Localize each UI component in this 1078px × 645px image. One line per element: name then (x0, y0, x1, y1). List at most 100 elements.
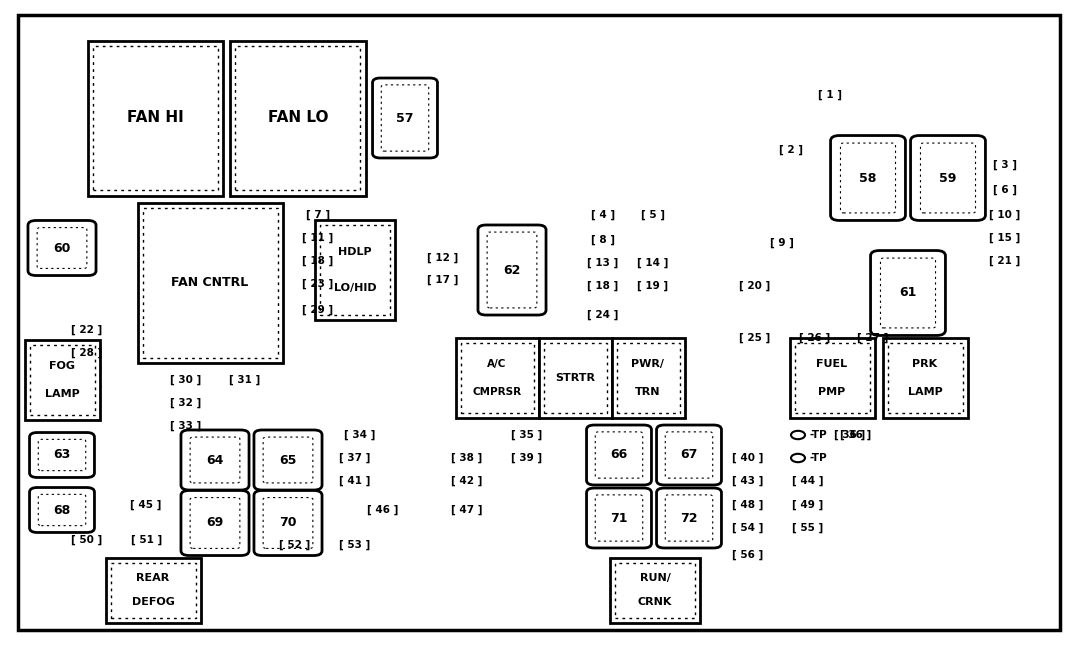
FancyBboxPatch shape (539, 338, 611, 418)
Text: 72: 72 (680, 511, 697, 524)
FancyBboxPatch shape (883, 338, 967, 418)
Text: [ 32 ]: [ 32 ] (170, 398, 202, 408)
FancyBboxPatch shape (25, 340, 99, 420)
FancyBboxPatch shape (657, 425, 721, 485)
Text: 65: 65 (279, 453, 296, 466)
Text: PWR/: PWR/ (632, 359, 664, 368)
FancyBboxPatch shape (460, 343, 534, 413)
FancyBboxPatch shape (911, 135, 985, 221)
FancyBboxPatch shape (617, 343, 679, 413)
FancyBboxPatch shape (478, 225, 547, 315)
Text: [ 6 ]: [ 6 ] (993, 185, 1017, 195)
Text: [ 49 ]: [ 49 ] (792, 500, 824, 510)
FancyBboxPatch shape (373, 78, 438, 158)
Text: [ 17 ]: [ 17 ] (427, 275, 458, 285)
Text: [ 18 ]: [ 18 ] (302, 256, 333, 266)
Text: [ 9 ]: [ 9 ] (770, 238, 793, 248)
Text: [ 37 ]: [ 37 ] (340, 453, 371, 463)
Text: [ 26 ]: [ 26 ] (800, 333, 831, 343)
Text: [ 29 ]: [ 29 ] (303, 305, 333, 315)
Text: [ 15 ]: [ 15 ] (990, 233, 1021, 243)
FancyBboxPatch shape (37, 228, 87, 268)
FancyBboxPatch shape (254, 490, 322, 555)
Text: HDLP: HDLP (338, 247, 372, 257)
Text: [ 18 ]: [ 18 ] (588, 281, 619, 291)
Text: [ 40 ]: [ 40 ] (732, 453, 763, 463)
Text: [ 28 ]: [ 28 ] (71, 348, 102, 358)
Text: 58: 58 (859, 172, 876, 184)
Text: [ 45 ]: [ 45 ] (130, 500, 162, 510)
FancyBboxPatch shape (543, 343, 607, 413)
Text: [ 7 ]: [ 7 ] (306, 210, 330, 220)
Text: [ 8 ]: [ 8 ] (591, 235, 616, 245)
Text: 68: 68 (54, 504, 71, 517)
Text: 69: 69 (206, 517, 223, 530)
FancyBboxPatch shape (456, 338, 539, 418)
Text: -TP: -TP (810, 453, 828, 463)
Text: [ 23 ]: [ 23 ] (302, 279, 333, 289)
Text: 67: 67 (680, 448, 697, 462)
Text: [ 51 ]: [ 51 ] (132, 535, 163, 545)
Text: FAN HI: FAN HI (126, 110, 183, 126)
FancyBboxPatch shape (616, 562, 695, 617)
FancyBboxPatch shape (382, 85, 429, 151)
Text: [ 30 ]: [ 30 ] (170, 375, 202, 385)
Text: LAMP: LAMP (908, 388, 942, 397)
Text: [ 55 ]: [ 55 ] (792, 523, 824, 533)
FancyBboxPatch shape (29, 345, 95, 415)
Text: [ 56 ]: [ 56 ] (732, 550, 763, 560)
FancyBboxPatch shape (190, 497, 240, 548)
FancyBboxPatch shape (794, 343, 870, 413)
Text: [ 47 ]: [ 47 ] (452, 505, 483, 515)
Text: [ 38 ]: [ 38 ] (452, 453, 483, 463)
Text: [ 1 ]: [ 1 ] (818, 90, 842, 100)
Text: [ 52 ]: [ 52 ] (279, 540, 310, 550)
Text: FOG: FOG (49, 361, 75, 371)
Text: [ 2 ]: [ 2 ] (779, 145, 803, 155)
Text: [ 25 ]: [ 25 ] (740, 333, 771, 343)
Text: DEFOG: DEFOG (132, 597, 175, 607)
Text: REAR: REAR (137, 573, 169, 583)
Text: [ 42 ]: [ 42 ] (452, 476, 483, 486)
Text: FAN CNTRL: FAN CNTRL (171, 277, 249, 290)
Text: FAN LO: FAN LO (267, 110, 328, 126)
Text: [ 20 ]: [ 20 ] (740, 281, 771, 291)
Text: LO/HID: LO/HID (334, 283, 376, 293)
Text: [ 39 ]: [ 39 ] (511, 453, 542, 463)
Text: 70: 70 (279, 517, 296, 530)
FancyBboxPatch shape (235, 46, 360, 190)
FancyBboxPatch shape (29, 433, 95, 477)
Text: [ 21 ]: [ 21 ] (990, 256, 1021, 266)
FancyBboxPatch shape (263, 437, 313, 483)
Text: CRNK: CRNK (638, 597, 673, 607)
Text: [ 14 ]: [ 14 ] (637, 258, 668, 268)
FancyBboxPatch shape (39, 494, 86, 526)
Text: [ 54 ]: [ 54 ] (732, 523, 763, 533)
Text: 59: 59 (939, 172, 956, 184)
FancyBboxPatch shape (29, 488, 95, 533)
Text: STRTR: STRTR (555, 373, 595, 383)
Text: TRN: TRN (635, 388, 661, 397)
Text: 57: 57 (397, 112, 414, 124)
FancyBboxPatch shape (665, 495, 713, 541)
Text: [ 24 ]: [ 24 ] (588, 310, 619, 320)
FancyBboxPatch shape (263, 497, 313, 548)
FancyBboxPatch shape (665, 432, 713, 478)
FancyBboxPatch shape (138, 203, 282, 363)
Text: 71: 71 (610, 511, 627, 524)
Text: [ 31 ]: [ 31 ] (230, 375, 261, 385)
Text: [ 50 ]: [ 50 ] (71, 535, 102, 545)
FancyBboxPatch shape (106, 557, 201, 622)
Text: [ 10 ]: [ 10 ] (990, 210, 1021, 220)
Text: [ 11 ]: [ 11 ] (302, 233, 333, 243)
FancyBboxPatch shape (871, 250, 945, 335)
Text: [ 12 ]: [ 12 ] (427, 253, 458, 263)
FancyBboxPatch shape (487, 232, 537, 308)
Text: 66: 66 (610, 448, 627, 462)
Text: [ 3 ]: [ 3 ] (993, 160, 1017, 170)
FancyBboxPatch shape (789, 338, 874, 418)
Text: [ 4 ]: [ 4 ] (591, 210, 616, 220)
FancyBboxPatch shape (841, 143, 896, 213)
FancyBboxPatch shape (657, 488, 721, 548)
Text: PMP: PMP (818, 388, 845, 397)
